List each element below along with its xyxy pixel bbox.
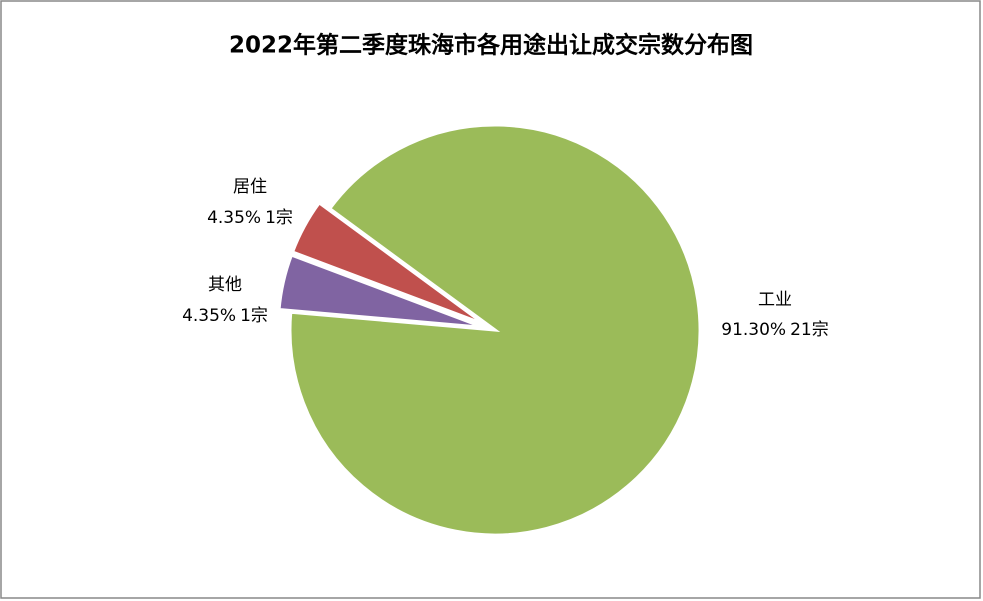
slice-value-label: 4.35% 1宗 bbox=[182, 306, 268, 326]
slice-value-label: 91.30% 21宗 bbox=[721, 320, 828, 340]
slice-category-label: 居住 bbox=[233, 177, 267, 197]
slice-count-label: 1宗 bbox=[240, 306, 268, 326]
pie-slice bbox=[290, 200, 486, 326]
slice-category-label: 其他 bbox=[208, 275, 242, 295]
slice-percent-label: 91.30% bbox=[721, 320, 786, 340]
pie-slice bbox=[277, 253, 484, 329]
slice-category-label: 工业 bbox=[758, 290, 792, 310]
slice-percent-label: 4.35% bbox=[182, 306, 236, 326]
slice-value-label: 4.35% 1宗 bbox=[207, 208, 293, 228]
slice-count-label: 21宗 bbox=[790, 320, 829, 340]
slice-percent-label: 4.35% bbox=[207, 208, 261, 228]
chart-title: 2022年第二季度珠海市各用途出让成交宗数分布图 bbox=[229, 32, 753, 59]
pie-slice bbox=[288, 123, 702, 537]
slice-count-label: 1宗 bbox=[265, 208, 293, 228]
